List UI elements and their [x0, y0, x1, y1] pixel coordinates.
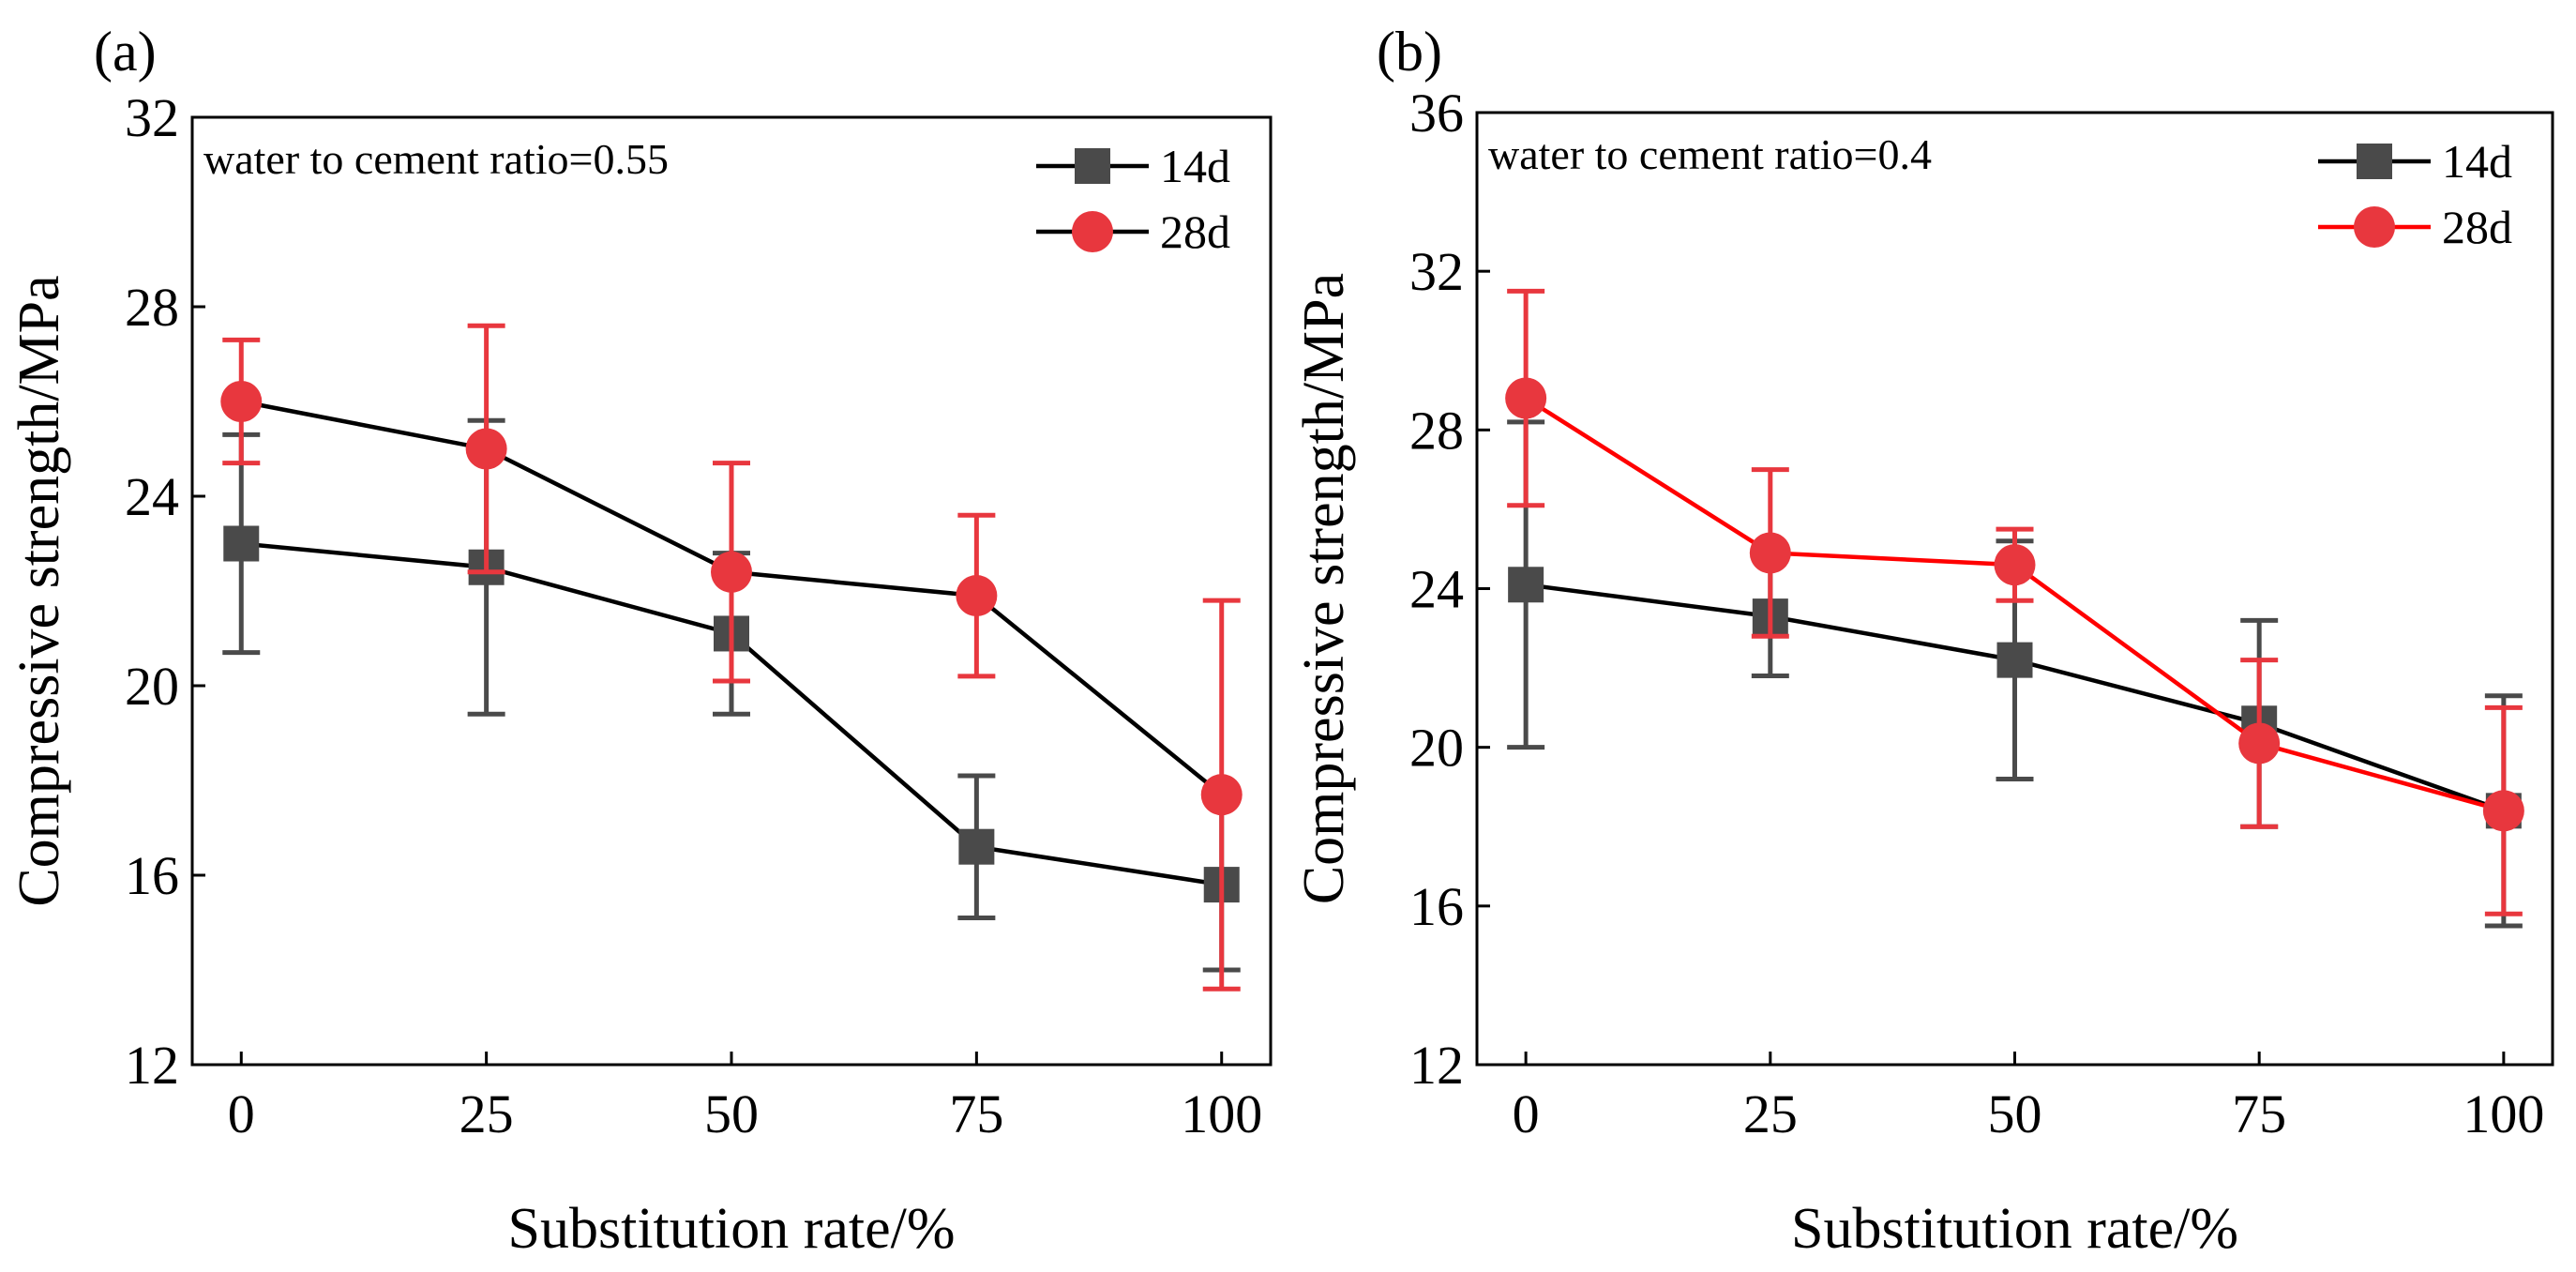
data-point	[223, 525, 260, 562]
y-tick-label: 12	[125, 1035, 179, 1096]
legend-label: 28d	[2442, 201, 2512, 253]
x-axis-title: Substitution rate/%	[1791, 1197, 2238, 1261]
legend-label: 14d	[1160, 140, 1230, 192]
y-tick-label: 12	[1409, 1035, 1464, 1096]
data-point	[2238, 722, 2281, 765]
data-point	[1996, 642, 2033, 678]
x-tick-label: 100	[2463, 1083, 2544, 1144]
series-28d	[220, 323, 1243, 992]
legend-label: 14d	[2442, 135, 2512, 188]
y-tick-label: 20	[1409, 718, 1464, 779]
panel-b: (b) 12 16 20 24 28 32 36 0 25 50 75 100 Substitution …	[1292, 21, 2554, 1261]
data-point	[958, 828, 995, 865]
x-tick-label: 25	[1743, 1083, 1798, 1144]
y-axis-title: Compressive strength/MPa	[8, 275, 71, 906]
x-tick-label: 75	[949, 1083, 1003, 1144]
series-28d	[1505, 288, 2524, 916]
x-tick-label: 50	[1988, 1083, 2042, 1144]
panel-label: (b)	[1377, 21, 1442, 83]
legend-marker	[2357, 144, 2392, 179]
legend-label: 28d	[1160, 205, 1230, 258]
data-point	[2482, 790, 2524, 832]
x-tick-label: 75	[2232, 1083, 2286, 1144]
x-tick-label: 50	[704, 1083, 759, 1144]
data-point	[465, 428, 507, 470]
y-tick-label: 16	[1409, 876, 1464, 937]
panel-a: (a) 12 16 20 24 28 32 0 25 50 75 100 Substitution ra…	[8, 21, 1273, 1261]
x-tick-label: 25	[459, 1083, 514, 1144]
legend-marker	[1072, 211, 1113, 252]
y-tick-label: 36	[1409, 83, 1464, 144]
annotation-text: water to cement ratio=0.55	[203, 135, 669, 183]
data-point	[956, 575, 998, 617]
data-point	[1505, 377, 1547, 419]
y-tick-label: 16	[125, 845, 179, 906]
y-tick-label: 28	[1409, 400, 1464, 461]
legend-marker	[1075, 148, 1110, 184]
y-tick-label: 24	[125, 466, 179, 527]
x-tick-label: 100	[1181, 1083, 1262, 1144]
data-point	[1749, 532, 1791, 574]
legend-marker	[2354, 206, 2395, 248]
series-14d	[1507, 419, 2523, 929]
x-axis-title: Substitution rate/%	[507, 1197, 955, 1261]
x-tick-label: 0	[1513, 1083, 1540, 1144]
panel-label: (a)	[94, 21, 157, 83]
data-point	[1994, 544, 2036, 586]
y-tick-label: 28	[125, 277, 179, 338]
y-tick-label: 24	[1409, 559, 1464, 620]
annotation-text: water to cement ratio=0.4	[1488, 130, 1932, 178]
x-tick-label: 0	[228, 1083, 255, 1144]
data-point	[711, 551, 752, 593]
data-point	[220, 381, 263, 422]
y-tick-label: 20	[125, 656, 179, 717]
data-point	[1200, 774, 1243, 816]
data-point	[1508, 567, 1544, 603]
y-tick-label: 32	[125, 87, 179, 148]
y-axis-title: Compressive strength/MPa	[1292, 273, 1356, 904]
y-tick-label: 32	[1409, 241, 1464, 302]
